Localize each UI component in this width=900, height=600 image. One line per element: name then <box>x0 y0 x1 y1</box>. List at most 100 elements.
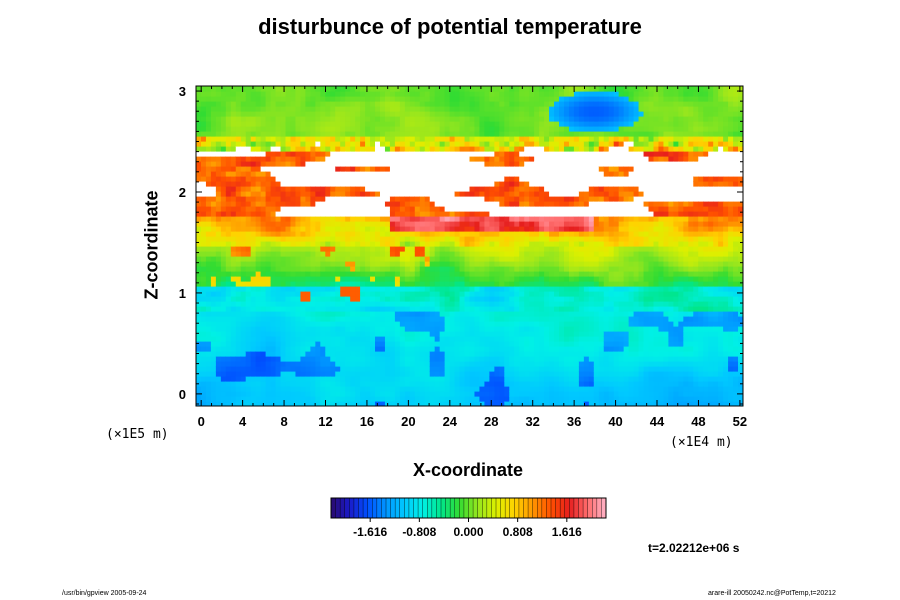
heatmap-cell <box>235 201 242 207</box>
heatmap-cell <box>559 381 565 387</box>
heatmap-cell <box>250 366 257 372</box>
heatmap-cell <box>330 201 336 207</box>
heatmap-cell <box>255 251 262 257</box>
heatmap-cell <box>524 326 530 332</box>
heatmap-cell <box>494 316 500 322</box>
heatmap-cell <box>340 281 346 287</box>
heatmap-cell <box>499 161 505 167</box>
heatmap-cell <box>350 91 356 97</box>
heatmap-cell <box>315 161 321 167</box>
heatmap-cell <box>310 366 316 372</box>
heatmap-cell <box>568 291 575 297</box>
heatmap-cell <box>384 126 391 132</box>
heatmap-cell <box>504 306 510 312</box>
heatmap-cell <box>220 371 227 377</box>
heatmap-cell <box>429 266 436 272</box>
heatmap-cell <box>345 196 351 202</box>
heatmap-cell <box>514 121 520 127</box>
heatmap-cell <box>449 361 456 367</box>
heatmap-cell <box>365 236 371 242</box>
heatmap-cell <box>429 321 436 327</box>
heatmap-cell <box>489 86 495 92</box>
heatmap-cell <box>300 91 306 97</box>
heatmap-cell <box>469 296 476 302</box>
heatmap-cell <box>245 166 252 172</box>
heatmap-cell <box>439 371 446 377</box>
heatmap-cell <box>479 196 486 202</box>
heatmap-cell <box>449 106 456 112</box>
heatmap-cell <box>300 391 306 397</box>
heatmap-cell <box>439 156 446 162</box>
heatmap-cell <box>424 311 431 317</box>
heatmap-cell <box>464 371 471 377</box>
heatmap-cell <box>529 221 535 227</box>
heatmap-cell <box>524 386 530 392</box>
heatmap-cell <box>220 311 227 317</box>
heatmap-cell <box>434 161 441 167</box>
heatmap-cell <box>409 121 416 127</box>
heatmap-cell <box>240 271 247 277</box>
heatmap-cell <box>345 216 351 222</box>
heatmap-cell <box>469 246 476 252</box>
heatmap-cell <box>399 246 406 252</box>
heatmap-cell <box>479 216 486 222</box>
heatmap-cell <box>245 176 252 182</box>
heatmap-cell <box>210 246 217 252</box>
heatmap-cell <box>444 286 451 292</box>
heatmap-cell <box>235 371 242 377</box>
heatmap-cell <box>220 221 227 227</box>
heatmap-cell <box>394 101 401 107</box>
heatmap-cell <box>290 116 297 122</box>
heatmap-cell <box>454 151 461 157</box>
heatmap-cell <box>305 391 311 397</box>
heatmap-cell <box>225 331 232 337</box>
heatmap-cell <box>459 191 466 197</box>
heatmap-cell <box>544 191 550 197</box>
heatmap-cell <box>370 326 376 332</box>
heatmap-cell <box>499 376 505 382</box>
heatmap-cell <box>524 181 530 187</box>
heatmap-cell <box>280 376 287 382</box>
heatmap-cell <box>529 121 535 127</box>
heatmap-cell <box>250 206 257 212</box>
heatmap-cell <box>489 371 495 377</box>
heatmap-cell <box>240 121 247 127</box>
heatmap-cell <box>210 346 217 352</box>
heatmap-cell <box>519 336 525 342</box>
heatmap-cell <box>345 336 351 342</box>
chart-title: disturbunce of potential temperature <box>258 14 642 39</box>
heatmap-cell <box>379 231 386 237</box>
heatmap-cell <box>260 201 267 207</box>
heatmap-cell <box>290 366 297 372</box>
heatmap-cell <box>290 146 297 152</box>
heatmap-cell <box>345 126 351 132</box>
heatmap-cell <box>320 341 326 347</box>
heatmap-cell <box>449 401 456 406</box>
heatmap-cell <box>345 386 351 392</box>
heatmap-cell <box>285 356 292 362</box>
heatmap-cell <box>330 221 336 227</box>
heatmap-cell <box>434 226 441 232</box>
heatmap-cell <box>375 161 381 167</box>
heatmap-cell <box>355 211 361 217</box>
heatmap-cell <box>454 196 461 202</box>
heatmap-cell <box>424 121 431 127</box>
heatmap-cell <box>220 126 227 132</box>
heatmap-cell <box>290 206 297 212</box>
heatmap-cell <box>310 131 316 137</box>
heatmap-cell <box>270 121 277 127</box>
heatmap-cell <box>394 301 401 307</box>
heatmap-cell <box>399 276 406 282</box>
heatmap-cell <box>350 201 356 207</box>
heatmap-cell <box>519 196 525 202</box>
heatmap-cell <box>225 306 232 312</box>
heatmap-cell <box>489 266 495 272</box>
heatmap-cell <box>295 286 302 292</box>
heatmap-cell <box>559 211 565 217</box>
heatmap-cell <box>474 211 481 217</box>
heatmap-cell <box>310 251 316 257</box>
heatmap-cell <box>345 366 351 372</box>
heatmap-cell <box>534 381 540 387</box>
heatmap-cell <box>200 186 207 192</box>
heatmap-cell <box>474 386 481 392</box>
